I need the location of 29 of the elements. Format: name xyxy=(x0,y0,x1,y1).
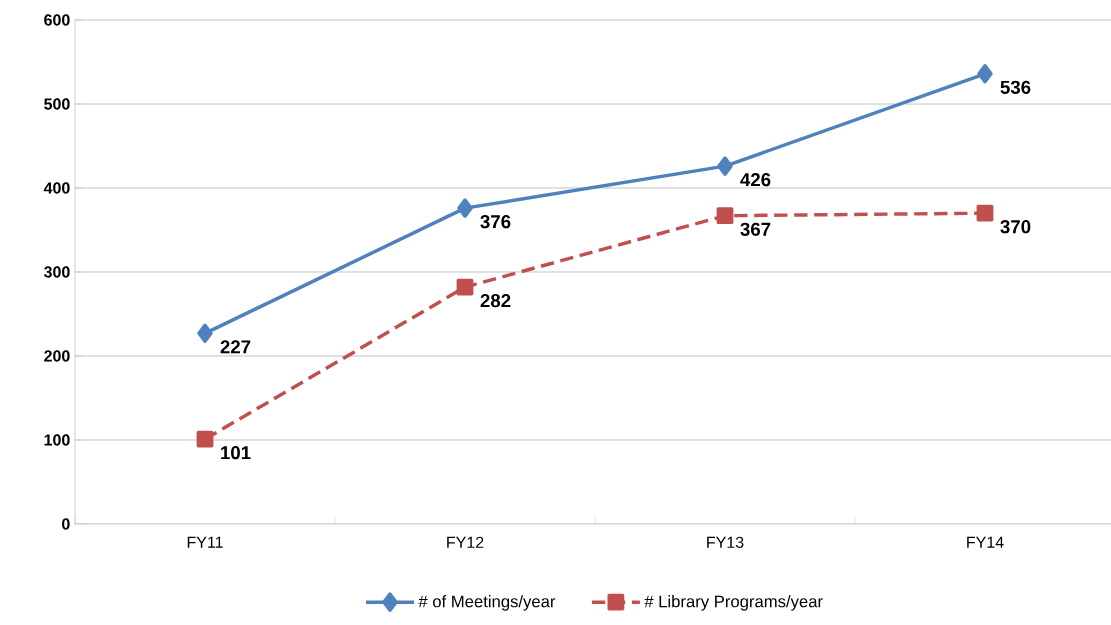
data-label: 536 xyxy=(1000,80,1031,94)
point xyxy=(196,430,214,448)
data-label: 227 xyxy=(220,340,251,354)
x-tick-label: FY14 xyxy=(967,536,1004,548)
y-tick-label: 600 xyxy=(44,14,70,26)
x-tick-label: FY11 xyxy=(187,536,223,548)
y-tick-label: 300 xyxy=(43,266,70,278)
x-tick-label: FY12 xyxy=(447,536,484,548)
y-tick-label: 100 xyxy=(44,434,70,446)
point xyxy=(457,198,473,218)
x-tick-label: FY13 xyxy=(707,536,744,549)
y-tick-label: 400 xyxy=(43,182,70,194)
data-label: 101 xyxy=(221,446,251,460)
point xyxy=(717,156,733,176)
y-tick-label: 500 xyxy=(44,98,70,110)
point xyxy=(716,207,734,225)
y-tick-label: 200 xyxy=(44,350,70,362)
data-label: 367 xyxy=(740,222,771,236)
point xyxy=(977,64,993,84)
legend-label: # Library Programs/year xyxy=(644,595,823,611)
data-label: 426 xyxy=(740,173,771,187)
data-label: 376 xyxy=(480,215,511,229)
y-tick-label: 0 xyxy=(62,518,70,530)
data-label: 370 xyxy=(1000,220,1031,234)
data-label: 282 xyxy=(480,294,511,308)
point xyxy=(976,204,994,222)
point xyxy=(197,323,213,344)
legend-label: # of Meetings/year xyxy=(418,595,556,611)
point xyxy=(456,278,474,296)
